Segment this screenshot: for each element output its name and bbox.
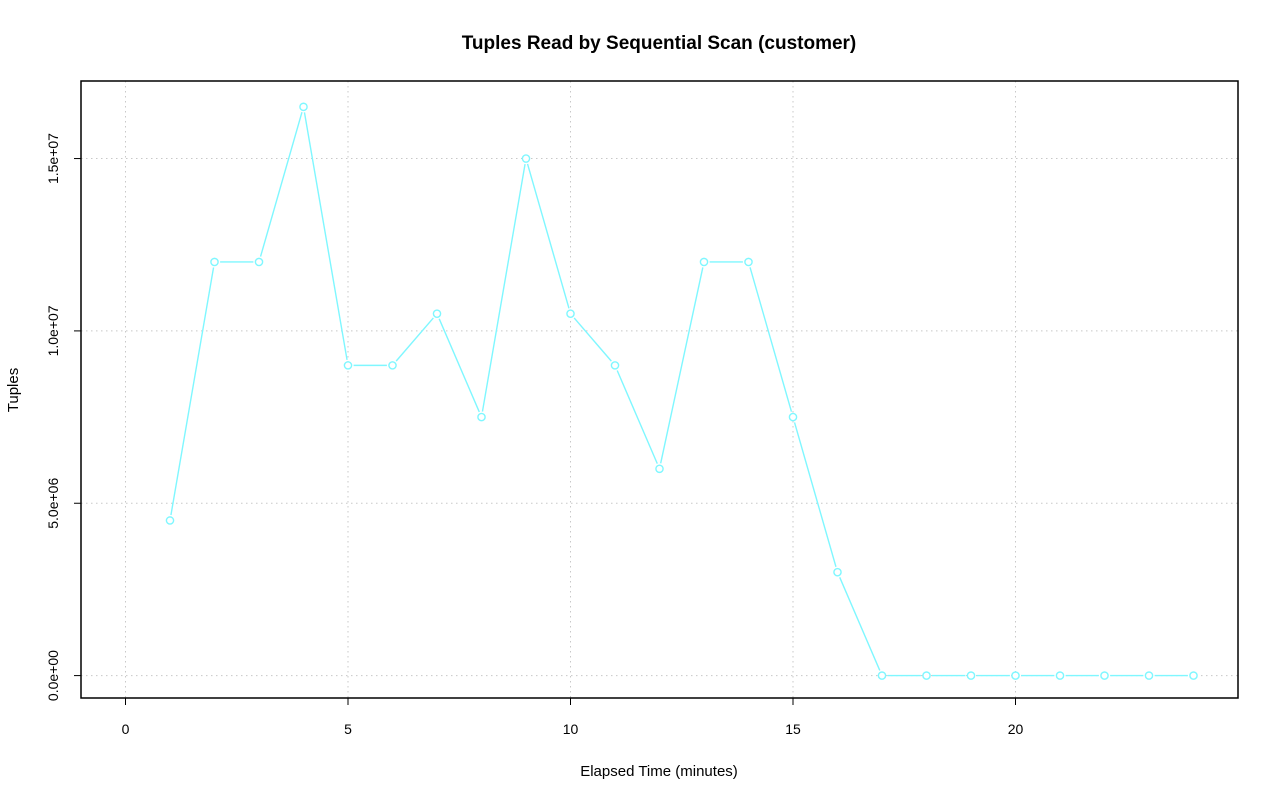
data-point-1 xyxy=(210,257,219,267)
y-tick-label-3: 1.5e+07 xyxy=(45,133,61,184)
data-point-10 xyxy=(610,361,620,370)
series-0-segment-11 xyxy=(659,267,704,464)
data-point-18 xyxy=(966,671,976,680)
y-axis: 0.0e+00 5.0e+06 1.0e+07 1.5e+07 xyxy=(45,133,81,701)
data-point-17 xyxy=(922,671,931,680)
data-point-13 xyxy=(744,257,753,267)
x-axis-label: Elapsed Time (minutes) xyxy=(580,763,738,780)
x-tick-label-1: 5 xyxy=(344,721,352,737)
data-point-9 xyxy=(566,309,575,318)
series-0-segment-7 xyxy=(481,163,526,412)
data-point-14 xyxy=(788,412,798,422)
series-0-segment-3 xyxy=(303,112,348,360)
data-point-12 xyxy=(699,257,709,267)
data-point-0 xyxy=(165,516,175,525)
x-tick-label-3: 15 xyxy=(785,721,801,737)
data-point-2 xyxy=(254,257,264,267)
data-point-4 xyxy=(343,361,353,370)
series-layer xyxy=(165,102,1198,680)
x-tick-label-0: 0 xyxy=(122,721,130,737)
y-tick-label-2: 1.0e+07 xyxy=(45,305,61,356)
series-0-segment-6 xyxy=(438,318,480,413)
data-point-3 xyxy=(299,102,308,112)
data-point-11 xyxy=(655,464,664,474)
series-0-segment-9 xyxy=(573,317,612,362)
data-point-20 xyxy=(1055,671,1065,680)
series-0-segment-5 xyxy=(395,317,434,362)
data-point-6 xyxy=(432,309,442,318)
series-0-segment-2 xyxy=(259,112,303,257)
series-0-segment-0 xyxy=(170,267,215,516)
plot-frame xyxy=(80,80,1239,699)
series-0-segment-14 xyxy=(793,422,837,567)
series-0-segment-10 xyxy=(616,370,658,464)
x-axis: 0 5 10 15 20 xyxy=(122,698,1024,737)
data-point-15 xyxy=(833,567,842,577)
data-point-7 xyxy=(477,412,486,422)
data-point-19 xyxy=(1011,671,1020,680)
x-tick-label-4: 20 xyxy=(1008,721,1024,737)
data-point-21 xyxy=(1100,671,1109,680)
chart-title: Tuples Read by Sequential Scan (customer… xyxy=(462,33,857,54)
data-point-5 xyxy=(388,361,397,370)
data-point-23 xyxy=(1189,671,1198,680)
data-point-8 xyxy=(521,154,531,163)
series-0-segment-13 xyxy=(749,267,793,412)
y-tick-label-0: 0.0e+00 xyxy=(45,650,61,701)
y-axis-label: Tuples xyxy=(5,368,22,412)
x-tick-label-2: 10 xyxy=(563,721,579,737)
data-point-22 xyxy=(1144,671,1154,680)
series-0-segment-8 xyxy=(526,163,570,309)
series-0-segment-15 xyxy=(839,577,881,671)
y-tick-label-1: 5.0e+06 xyxy=(45,478,61,529)
data-point-16 xyxy=(877,671,887,680)
